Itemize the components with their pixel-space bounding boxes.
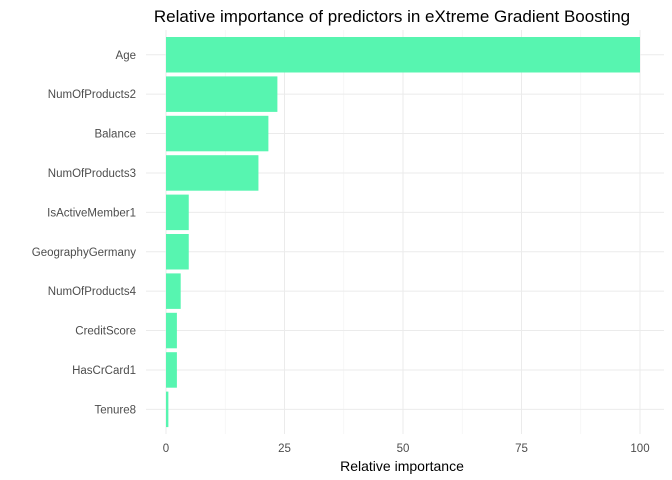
y-tick-label: NumOfProducts3 [48, 168, 136, 180]
y-tick-labels: Age NumOfProducts2 Balance NumOfProducts3 Is… [32, 50, 137, 417]
bar-GeographyGermany [166, 234, 189, 270]
bar-IsActiveMember1 [166, 194, 189, 231]
bar-Tenure8 [166, 391, 169, 428]
y-tick-label: GeographyGermany [32, 247, 136, 259]
bar-NumOfProducts3 [166, 155, 259, 191]
y-tick-label: Age [116, 50, 136, 62]
bar-NumOfProducts4 [166, 273, 181, 309]
y-tick-label: Balance [94, 129, 136, 141]
y-tick-label: IsActiveMember1 [47, 207, 136, 219]
y-tick-label: NumOfProducts2 [48, 89, 136, 101]
y-tick-label: CreditScore [75, 326, 136, 338]
y-tick-label: NumOfProducts4 [48, 286, 137, 298]
x-tick-labels: 0 25 50 75 100 [163, 443, 650, 455]
y-tick-label: HasCrCard1 [72, 365, 136, 377]
x-tick-label: 25 [278, 443, 291, 455]
bars [166, 37, 640, 428]
bar-HasCrCard1 [166, 352, 177, 388]
y-tick-label: Tenure8 [94, 404, 136, 416]
x-tick-label: 100 [630, 443, 649, 455]
chart-title: Relative importance of predictors in eXt… [154, 7, 630, 26]
bar-NumOfProducts2 [166, 76, 278, 112]
x-axis-label: Relative importance [340, 458, 464, 474]
x-tick-label: 75 [515, 443, 528, 455]
x-tick-label: 0 [163, 443, 169, 455]
bar-Balance [166, 115, 269, 152]
bar-CreditScore [166, 312, 177, 349]
bar-Age [166, 37, 640, 73]
x-tick-label: 50 [397, 443, 410, 455]
